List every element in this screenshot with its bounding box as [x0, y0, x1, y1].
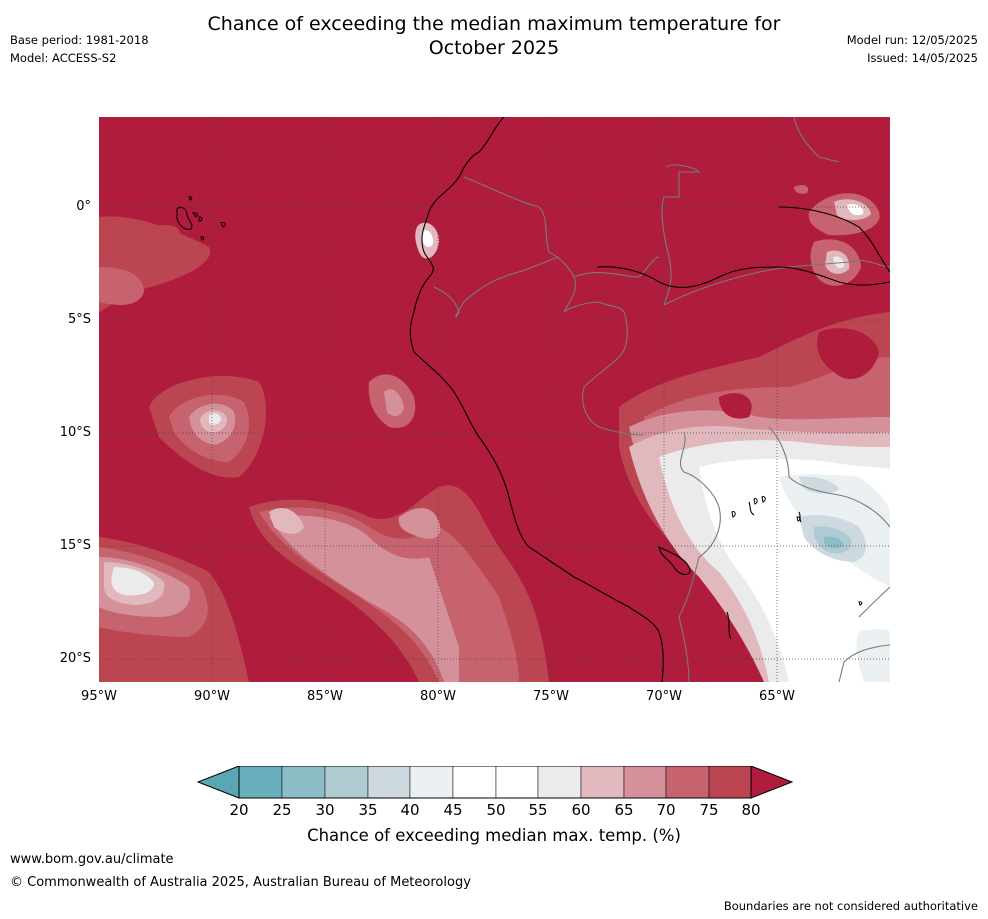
- colorbar-label: Chance of exceeding median max. temp. (%…: [307, 826, 681, 845]
- contour-40: [799, 476, 839, 494]
- lon-label-95w: 95°W: [81, 689, 117, 704]
- colorbar-tick: 25: [272, 801, 292, 819]
- contour-70: [99, 267, 144, 305]
- graticule: [99, 117, 890, 682]
- coastlines: [409, 117, 890, 682]
- model-run: Model run: 12/05/2025: [846, 33, 978, 47]
- meta-right: Model run: 12/05/2025 Issued: 14/05/2025: [847, 31, 978, 67]
- colorbar-cell: [452, 766, 497, 799]
- colorbar-tick: 70: [656, 801, 676, 819]
- colorbar-cell: [409, 766, 454, 799]
- title-line-1: Chance of exceeding the median maximum t…: [207, 13, 781, 35]
- contour-75: [154, 225, 180, 239]
- colorbar-tick: 35: [358, 801, 378, 819]
- colorbar-tick: 40: [400, 801, 420, 819]
- colorbar-cell: [495, 766, 539, 799]
- contour-65: [398, 507, 441, 539]
- colorbar-tick: 50: [486, 801, 506, 819]
- contour-55: [833, 256, 845, 269]
- colorbar-cell: [367, 766, 411, 799]
- lat-label-0: 0°: [76, 199, 91, 214]
- contour-55: [111, 567, 154, 596]
- lat-label-15s: 15°S: [59, 538, 91, 553]
- contour-65: [269, 515, 459, 682]
- lon-label-90w: 90°W: [194, 689, 230, 704]
- title-line-2: October 2025: [428, 37, 560, 59]
- colorbar-tick: 55: [528, 801, 548, 819]
- issued-date: Issued: 14/05/2025: [867, 51, 978, 65]
- galapagos-islands: [176, 196, 226, 241]
- lon-label-70w: 70°W: [646, 689, 682, 704]
- meta-left: Base period: 1981-2018 Model: ACCESS-S2: [10, 31, 149, 67]
- contour-60: [269, 507, 304, 534]
- country-borders: [433, 117, 890, 682]
- colorbar-tick: 20: [229, 801, 249, 819]
- lon-label-75w: 75°W: [533, 689, 569, 704]
- lakes: [731, 496, 863, 606]
- contour-70: [794, 184, 809, 194]
- contour-50: [422, 230, 434, 248]
- colorbar-high-arrow: [750, 766, 794, 799]
- lat-label-5s: 5°S: [67, 312, 91, 327]
- contour-50: [847, 204, 864, 216]
- colorbar-cell: [537, 766, 582, 799]
- colorbar-cell: [238, 766, 283, 799]
- lon-label-80w: 80°W: [420, 689, 456, 704]
- colorbar-cell: [580, 766, 625, 799]
- colorbar-cell: [708, 766, 752, 799]
- model-name: Model: ACCESS-S2: [10, 51, 117, 65]
- colorbar-tick: 65: [614, 801, 634, 819]
- lon-label-65w: 65°W: [759, 689, 795, 704]
- forecast-map: [99, 117, 890, 682]
- colorbar-cell: [281, 766, 326, 799]
- colorbar: [196, 766, 794, 799]
- map-title: Chance of exceeding the median maximum t…: [0, 12, 988, 60]
- colorbar-cell: [324, 766, 369, 799]
- contour-45: [856, 628, 890, 682]
- footer-disclaimer: Boundaries are not considered authoritat…: [723, 899, 978, 913]
- contour-30: [824, 536, 844, 549]
- colorbar-cell: [623, 766, 667, 799]
- colorbar-tick: 30: [315, 801, 335, 819]
- footer-url: www.bom.gov.au/climate: [10, 852, 174, 867]
- colorbar-cell: [665, 766, 710, 799]
- lon-label-85w: 85°W: [307, 689, 343, 704]
- colorbar-outline: [238, 766, 752, 799]
- colorbar-tick: 75: [699, 801, 719, 819]
- lat-label-20s: 20°S: [59, 651, 91, 666]
- colorbar-low-arrow: [196, 766, 240, 799]
- lat-label-10s: 10°S: [59, 425, 91, 440]
- base-period: Base period: 1981-2018: [10, 33, 149, 47]
- contour-80plus: [817, 328, 879, 380]
- colorbar-tick: 80: [741, 801, 761, 819]
- colorbar-tick: 60: [571, 801, 591, 819]
- colorbar-tick: 45: [443, 801, 463, 819]
- contour-55: [209, 413, 221, 425]
- contour-65: [384, 389, 404, 417]
- footer-copyright: © Commonwealth of Australia 2025, Austra…: [10, 875, 471, 890]
- contour-80plus: [719, 393, 752, 419]
